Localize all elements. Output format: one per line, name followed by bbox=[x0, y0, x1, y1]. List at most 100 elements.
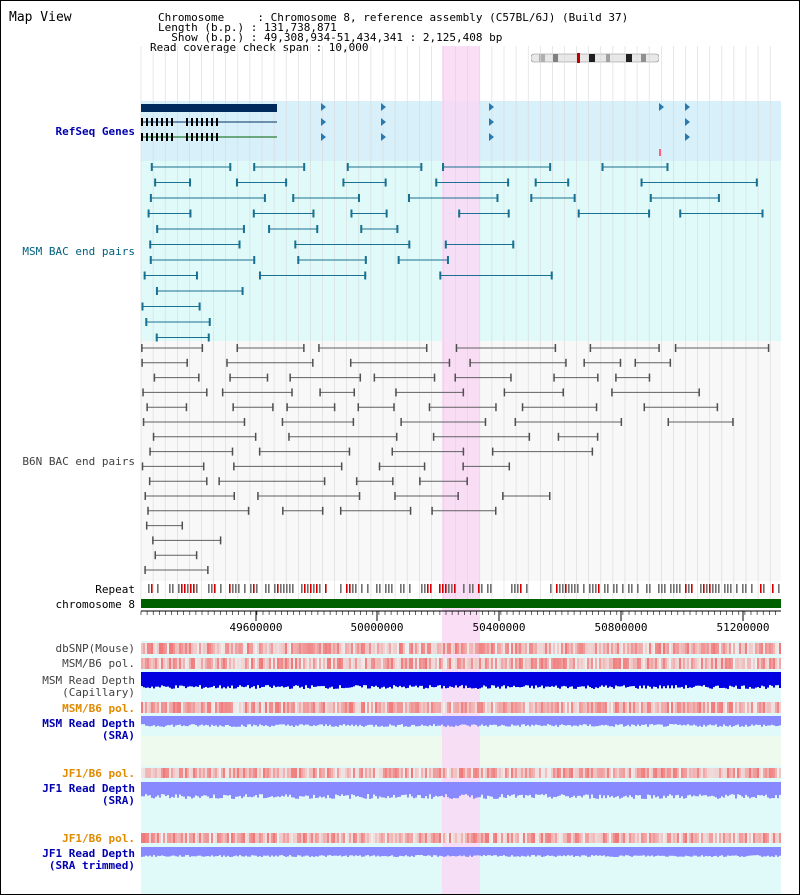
jf1-depth-sra-bar bbox=[443, 782, 445, 798]
dbsnp-strip bbox=[405, 643, 407, 654]
refseq-genes-label[interactable]: RefSeq Genes bbox=[55, 125, 135, 138]
msm-depth-cap-bar bbox=[389, 672, 391, 687]
jf1-depth-trim-bar bbox=[157, 847, 159, 856]
length-info: Length (b.p.) : 131,738,871 bbox=[158, 21, 337, 34]
dbsnp-strip bbox=[217, 643, 219, 654]
msm-depth-cap-bar bbox=[733, 672, 735, 688]
msm-pol-strip bbox=[573, 658, 575, 669]
repeat-mark bbox=[268, 584, 270, 593]
jf1-pol-strip bbox=[201, 768, 203, 778]
jf1-pol2-strip bbox=[185, 833, 187, 843]
msm-depth-sra-bar bbox=[495, 716, 497, 725]
dbsnp-strip bbox=[431, 643, 433, 654]
msm-pol-strip bbox=[675, 658, 677, 669]
jf1-depth-sra-bar bbox=[645, 782, 647, 799]
dbsnp-strip bbox=[171, 643, 173, 654]
dbsnp-strip bbox=[227, 643, 229, 654]
dbsnp-strip bbox=[161, 643, 163, 654]
msm-pol-strip bbox=[477, 658, 479, 669]
dbsnp-strip bbox=[321, 643, 323, 654]
jf1-pol-strip bbox=[423, 768, 425, 778]
jf1-depth-trim-bar bbox=[333, 847, 335, 856]
jf1-pol-strip bbox=[313, 768, 315, 778]
b6n-bac-end bbox=[409, 506, 412, 515]
jf1-depth-trim-bar bbox=[149, 847, 151, 856]
msm-depth-cap-bar bbox=[433, 672, 435, 688]
chromosome-ideogram[interactable] bbox=[531, 53, 659, 63]
msm-depth-cap-bar bbox=[407, 672, 409, 688]
dbsnp-strip bbox=[475, 643, 477, 654]
dbsnp-strip bbox=[281, 643, 283, 654]
jf1-depth-trim-bar bbox=[295, 847, 297, 857]
msm-depth-sra-bar bbox=[463, 716, 465, 725]
msm-pol2-strip bbox=[309, 702, 311, 713]
msm-depth-sra-bar bbox=[377, 716, 379, 727]
msm-pol2-strip bbox=[363, 702, 365, 713]
jf1-pol2-strip bbox=[617, 833, 619, 843]
msm-pol2-strip bbox=[485, 702, 487, 713]
jf1-pol-strip bbox=[261, 768, 263, 778]
msm-pol-strip bbox=[457, 658, 459, 669]
msm-pol2-strip bbox=[711, 702, 713, 713]
msm-pol2-strip bbox=[207, 702, 209, 713]
dbsnp-strip bbox=[563, 643, 565, 654]
dbsnp-strip bbox=[643, 643, 645, 654]
jf1-pol2-strip bbox=[643, 833, 645, 843]
jf1-pol-strip bbox=[443, 768, 445, 778]
jf1-pol2-strip bbox=[383, 833, 385, 843]
dbsnp-strip bbox=[155, 643, 157, 654]
msm-pol-strip bbox=[621, 658, 623, 669]
msm-pol-strip bbox=[323, 658, 325, 669]
msm-pol-strip bbox=[775, 658, 777, 669]
b6n-bac-end bbox=[226, 358, 228, 367]
jf1-depth-trim-bar bbox=[433, 847, 435, 856]
page-title: Map View bbox=[9, 10, 72, 25]
msm-bac-label[interactable]: MSM BAC end pairs bbox=[22, 245, 135, 258]
b6n-bac-label[interactable]: B6N BAC end pairs bbox=[22, 455, 135, 468]
msm-pol2-strip bbox=[241, 702, 243, 713]
repeat-mark bbox=[283, 584, 285, 593]
jf1-pol2-strip bbox=[423, 833, 425, 843]
jf1-pol-strip bbox=[297, 768, 299, 778]
msm-pol-strip bbox=[721, 658, 723, 669]
msm-depth-sra-bar bbox=[557, 716, 559, 727]
b6n-bac-end bbox=[423, 462, 426, 471]
jf1-pol-strip bbox=[537, 768, 539, 778]
jf1-pol-strip bbox=[259, 768, 261, 778]
msm-depth-sra-bar bbox=[223, 716, 225, 727]
msm-depth-cap-bar bbox=[775, 672, 777, 686]
b6n-bac-end bbox=[206, 477, 208, 486]
msm-depth-cap-bar bbox=[205, 672, 207, 687]
b6n-bac-end bbox=[358, 492, 361, 500]
msm-depth-sra-bar bbox=[725, 716, 727, 726]
msm-pol2-strip bbox=[161, 702, 163, 713]
msm-depth-cap-bar bbox=[479, 672, 481, 689]
jf1-depth-sra-bar bbox=[255, 782, 257, 796]
jf1-depth-sra-bar bbox=[279, 782, 281, 798]
dbsnp-strip bbox=[211, 643, 213, 654]
jf1-depth-trim-bar bbox=[577, 847, 579, 856]
jf1-depth-trim-bar bbox=[463, 847, 465, 856]
msm-pol2-strip bbox=[259, 702, 261, 713]
b6n-bac-end bbox=[634, 358, 637, 367]
msm-pol-strip bbox=[761, 658, 763, 669]
jf1-pol-strip bbox=[591, 768, 593, 778]
jf1-depth-sra-bar bbox=[295, 782, 297, 799]
jf1-depth-sra-bar bbox=[669, 782, 671, 795]
jf1-depth-sra-bar bbox=[779, 782, 781, 795]
jf1-depth-sra-bar bbox=[739, 782, 741, 795]
msm-depth-sra-bar bbox=[285, 716, 287, 726]
jf1-pol2-strip bbox=[675, 833, 677, 843]
jf1-pol2-strip bbox=[353, 833, 355, 843]
jf1-depth-sra-bar bbox=[729, 782, 731, 795]
msm-depth-cap-bar bbox=[287, 672, 289, 687]
msm-pol-strip bbox=[725, 658, 727, 669]
jf1-depth-sra-bar bbox=[311, 782, 313, 799]
msm-pol2-strip bbox=[173, 702, 175, 713]
jf1-pol-strip bbox=[595, 768, 597, 778]
msm-depth-sra-bar bbox=[327, 716, 329, 727]
jf1-depth-trim-bar bbox=[579, 847, 581, 857]
msm-depth-cap-bar bbox=[467, 672, 469, 688]
jf1-depth-sra-bar bbox=[473, 782, 475, 799]
